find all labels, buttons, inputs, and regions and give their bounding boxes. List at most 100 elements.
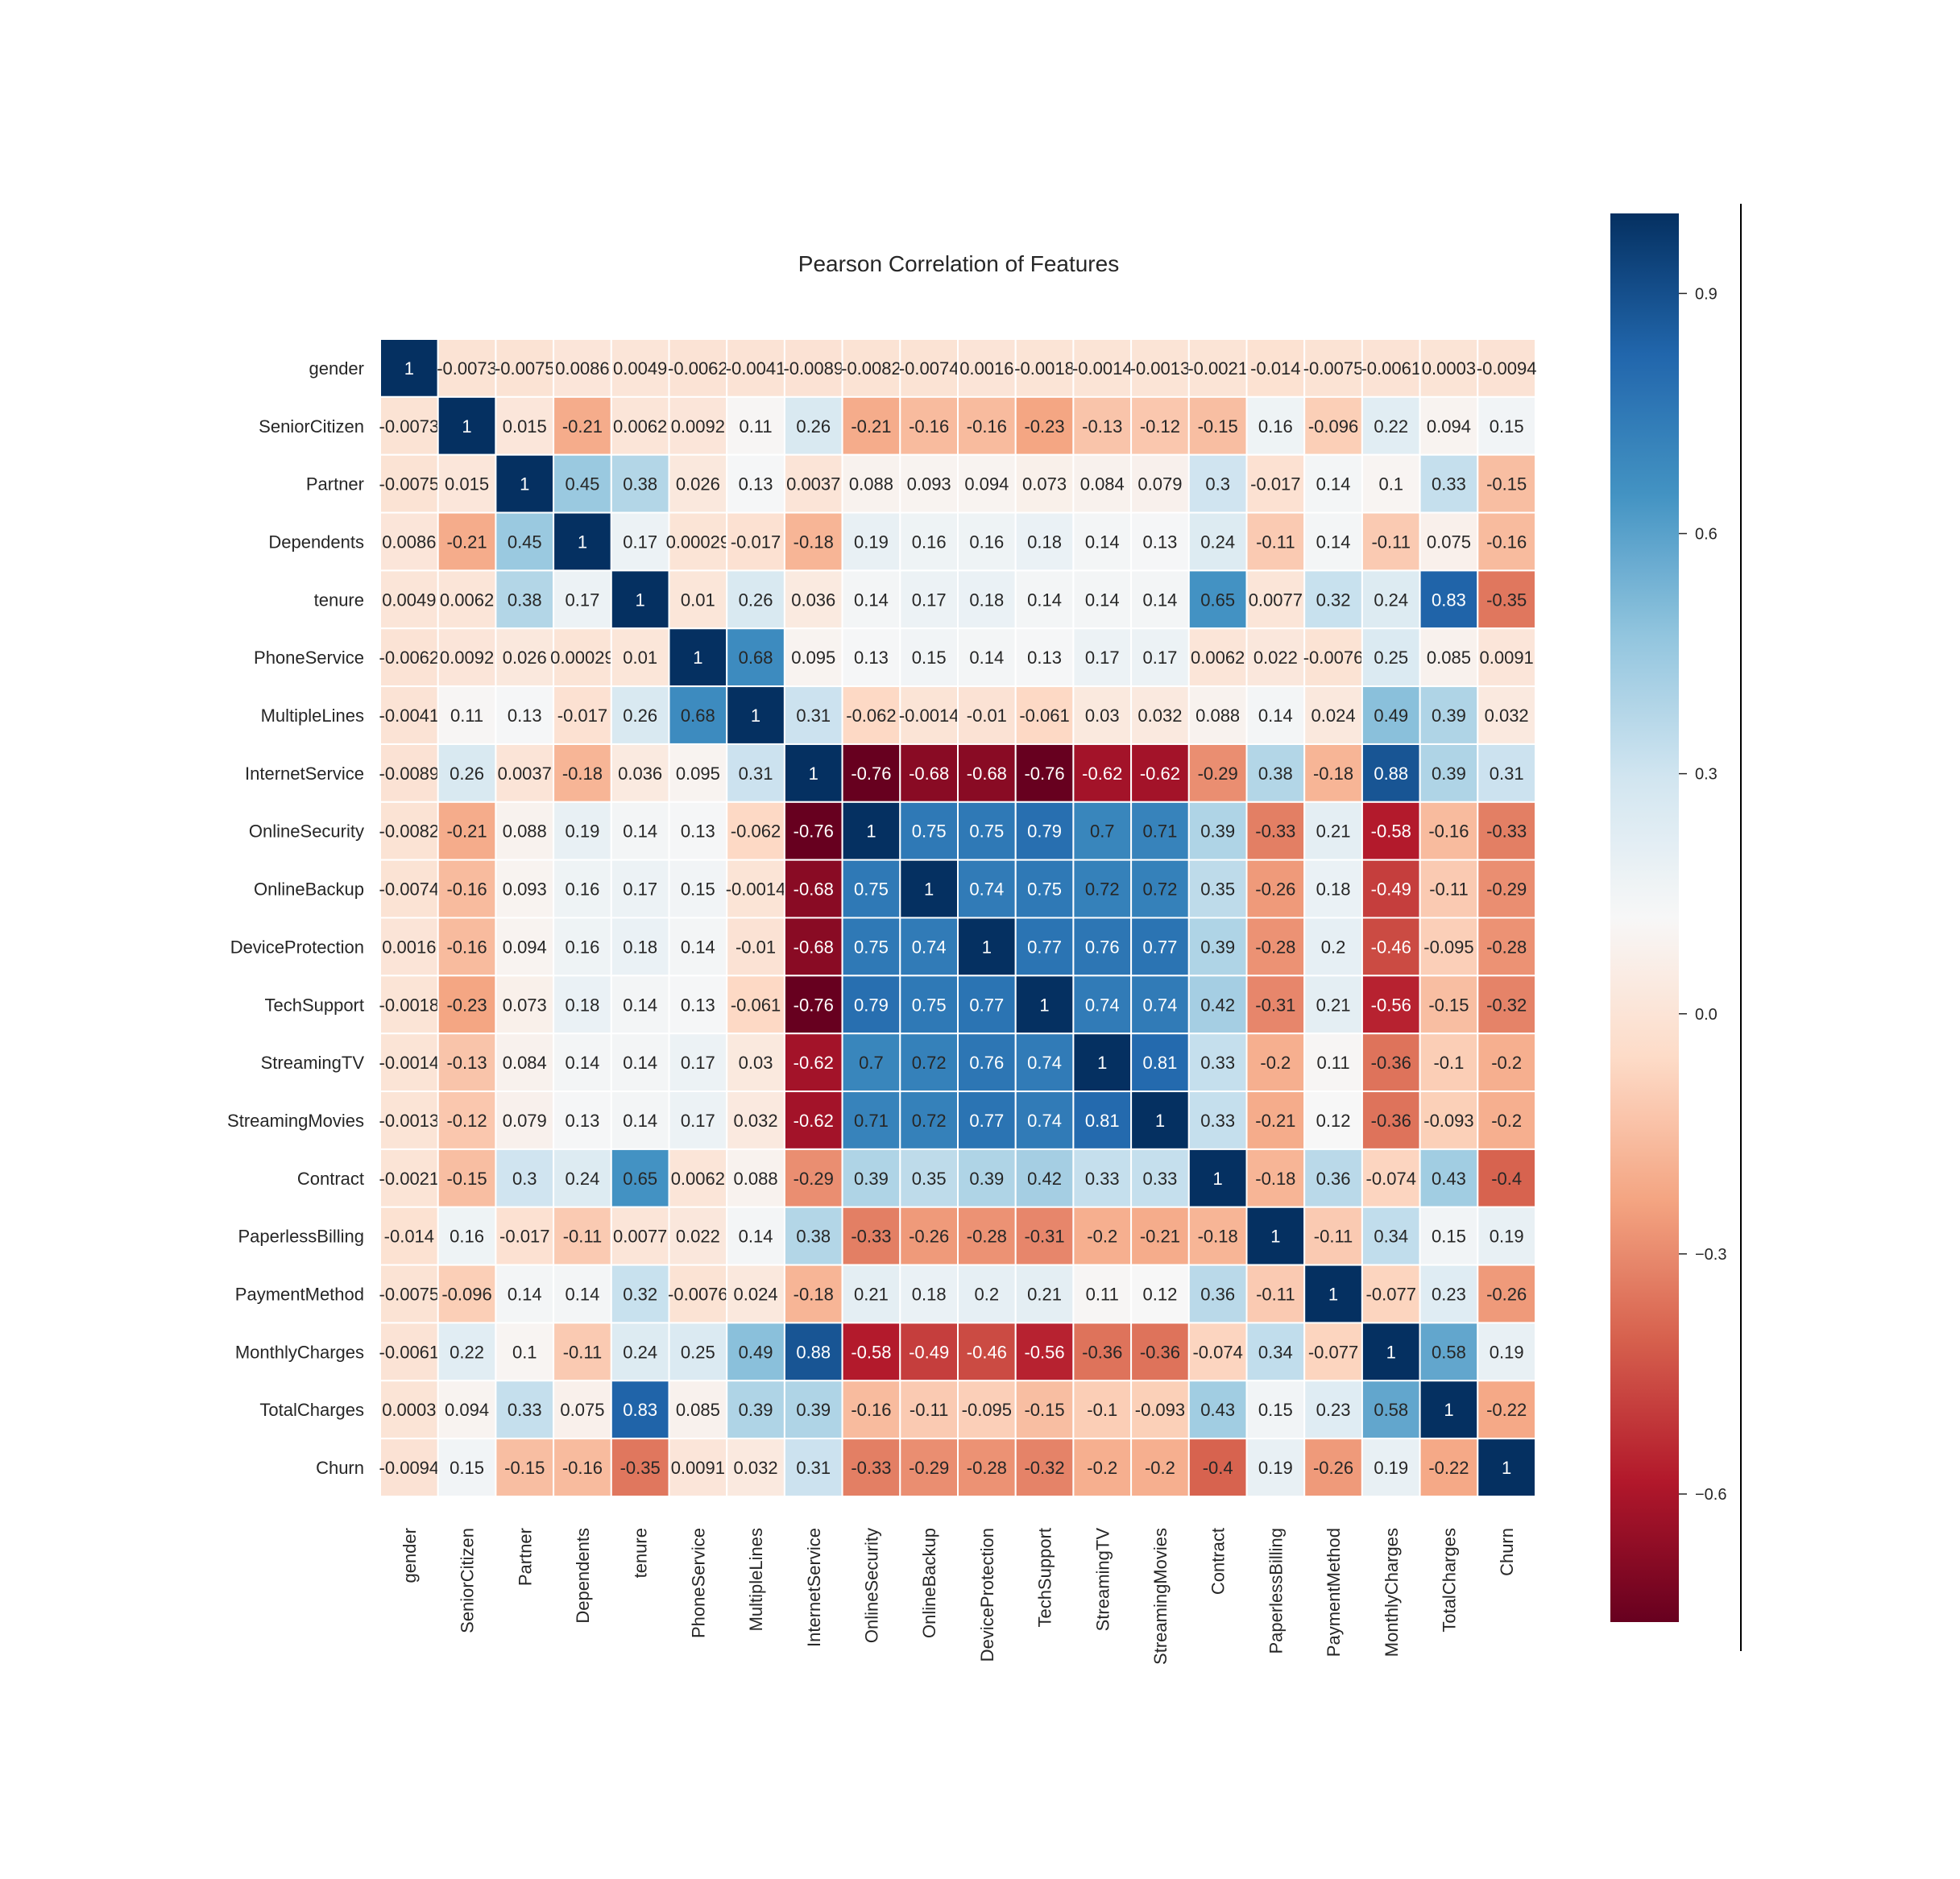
heatmap-cell [379,395,439,456]
heatmap-cell [379,859,439,919]
heatmap-cell [1419,975,1479,1035]
cell-annotation: 0.15 [1490,416,1524,437]
cell-annotation: 0.14 [969,648,1004,668]
heatmap-cell [1303,511,1363,572]
cell-annotation: -0.29 [1486,879,1527,900]
cell-annotation: -0.0013 [379,1111,440,1131]
cell-annotation: 1 [1502,1458,1511,1478]
heatmap-cell [379,801,439,861]
heatmap-cell [610,453,670,514]
heatmap-cell [553,1322,612,1382]
cell-annotation: 0.42 [1200,995,1235,1015]
cell-annotation: 0.03 [1085,706,1120,726]
heatmap-cell [1477,1148,1537,1208]
heatmap-cell [783,1380,843,1440]
heatmap-cell [1072,511,1133,572]
cell-annotation: -0.76 [1024,764,1064,784]
cell-annotation: -0.11 [910,1400,949,1420]
cell-annotation: 0.7 [1090,822,1115,842]
cell-annotation: 0.75 [854,937,889,957]
cell-annotation: -0.28 [1255,937,1295,957]
cell-annotation: -0.16 [562,1458,603,1478]
cell-annotation: 0.13 [566,1111,600,1131]
cell-annotation: 0.88 [796,1342,831,1362]
cell-annotation: 0.17 [623,879,657,900]
cell-annotation: -0.76 [794,995,834,1015]
cell-annotation: 0.74 [1027,1111,1062,1131]
heatmap-cell [1419,685,1479,745]
cell-annotation: 0.39 [739,1400,773,1420]
cell-annotation: 0.75 [969,822,1004,842]
heatmap-cell [957,1322,1017,1382]
heatmap-cell [1361,1380,1421,1440]
cell-annotation: 0.085 [676,1400,720,1420]
heatmap-cell [1014,1033,1075,1093]
heatmap-cell [1245,917,1306,977]
cell-annotation: 0.15 [681,879,715,900]
cell-annotation: 0.76 [1085,937,1120,957]
heatmap-cell [437,801,497,861]
cell-annotation: -0.0082 [841,358,901,379]
cell-annotation: -0.18 [562,764,603,784]
cell-annotation: 1 [1155,1111,1165,1131]
heatmap-cell [1477,1091,1537,1150]
cell-annotation: 0.75 [912,995,947,1015]
heatmap-cell [783,685,843,745]
heatmap-cell [957,569,1017,630]
cell-annotation: 0.14 [566,1053,600,1073]
cell-annotation: -0.62 [794,1111,834,1131]
cell-annotation: -0.28 [967,1458,1007,1478]
cell-annotation: 0.16 [1258,416,1293,437]
heatmap-cell [726,743,785,803]
heatmap-cell [668,1264,728,1324]
heatmap-cell [1187,627,1248,688]
cell-annotation: -0.36 [1140,1342,1180,1362]
cell-annotation: 0.0062 [1191,648,1245,668]
heatmap-cell [841,1091,901,1150]
cell-annotation: 0.3 [1205,474,1230,495]
cell-annotation: -0.15 [1428,995,1469,1015]
heatmap-cell [1130,917,1190,977]
cell-annotation: -0.33 [1255,822,1295,842]
cell-annotation: -0.28 [1486,937,1527,957]
cell-annotation: 0.088 [503,822,547,842]
cell-annotation: -0.0075 [1303,358,1364,379]
heatmap-cell [841,1033,901,1093]
heatmap-cell [379,1322,439,1382]
cell-annotation: -0.33 [1486,822,1527,842]
cell-annotation: 0.15 [1432,1227,1466,1247]
cell-annotation: 0.72 [1085,879,1120,900]
cell-annotation: 0.032 [1137,706,1182,726]
cell-annotation: 0.15 [450,1458,484,1478]
heatmap-cell [841,1438,901,1498]
heatmap-cell [783,975,843,1035]
cell-annotation: -0.16 [1428,822,1469,842]
heatmap-cell [1303,917,1363,977]
cell-annotation: -0.093 [1423,1111,1473,1131]
cell-annotation: -0.1 [1433,1053,1464,1073]
cell-annotation: 0.79 [854,995,889,1015]
cell-annotation: 0.33 [1085,1169,1120,1189]
cell-annotation: 0.38 [508,590,542,610]
cell-annotation: -0.2 [1087,1458,1117,1478]
heatmap-cell [610,1148,670,1208]
heatmap-cell [1187,511,1248,572]
cell-annotation: 0.18 [1027,532,1062,552]
cell-annotation: -0.0014 [726,879,786,900]
heatmap-cells: 1 -0.0073-0.0075 0.0086 0.0049 -0.0062-0.004… [379,338,1537,1498]
heatmap-cell [668,453,728,514]
cell-annotation: 0.036 [791,590,835,610]
heatmap-cell [437,743,497,803]
cell-annotation: 0.39 [796,1400,831,1420]
heatmap-cell [379,975,439,1035]
cell-annotation: -0.62 [1082,764,1122,784]
cell-annotation: 0.14 [566,1285,600,1305]
cell-annotation: 0.015 [445,474,489,495]
cell-annotation: 0.25 [1374,648,1408,668]
cell-annotation: -0.12 [1140,416,1180,437]
cell-annotation: 0.24 [1200,532,1235,552]
heatmap-cell [1303,395,1363,456]
cell-annotation: 0.13 [508,706,542,726]
cell-annotation: 0.77 [1027,937,1062,957]
cell-annotation: 0.19 [854,532,889,552]
